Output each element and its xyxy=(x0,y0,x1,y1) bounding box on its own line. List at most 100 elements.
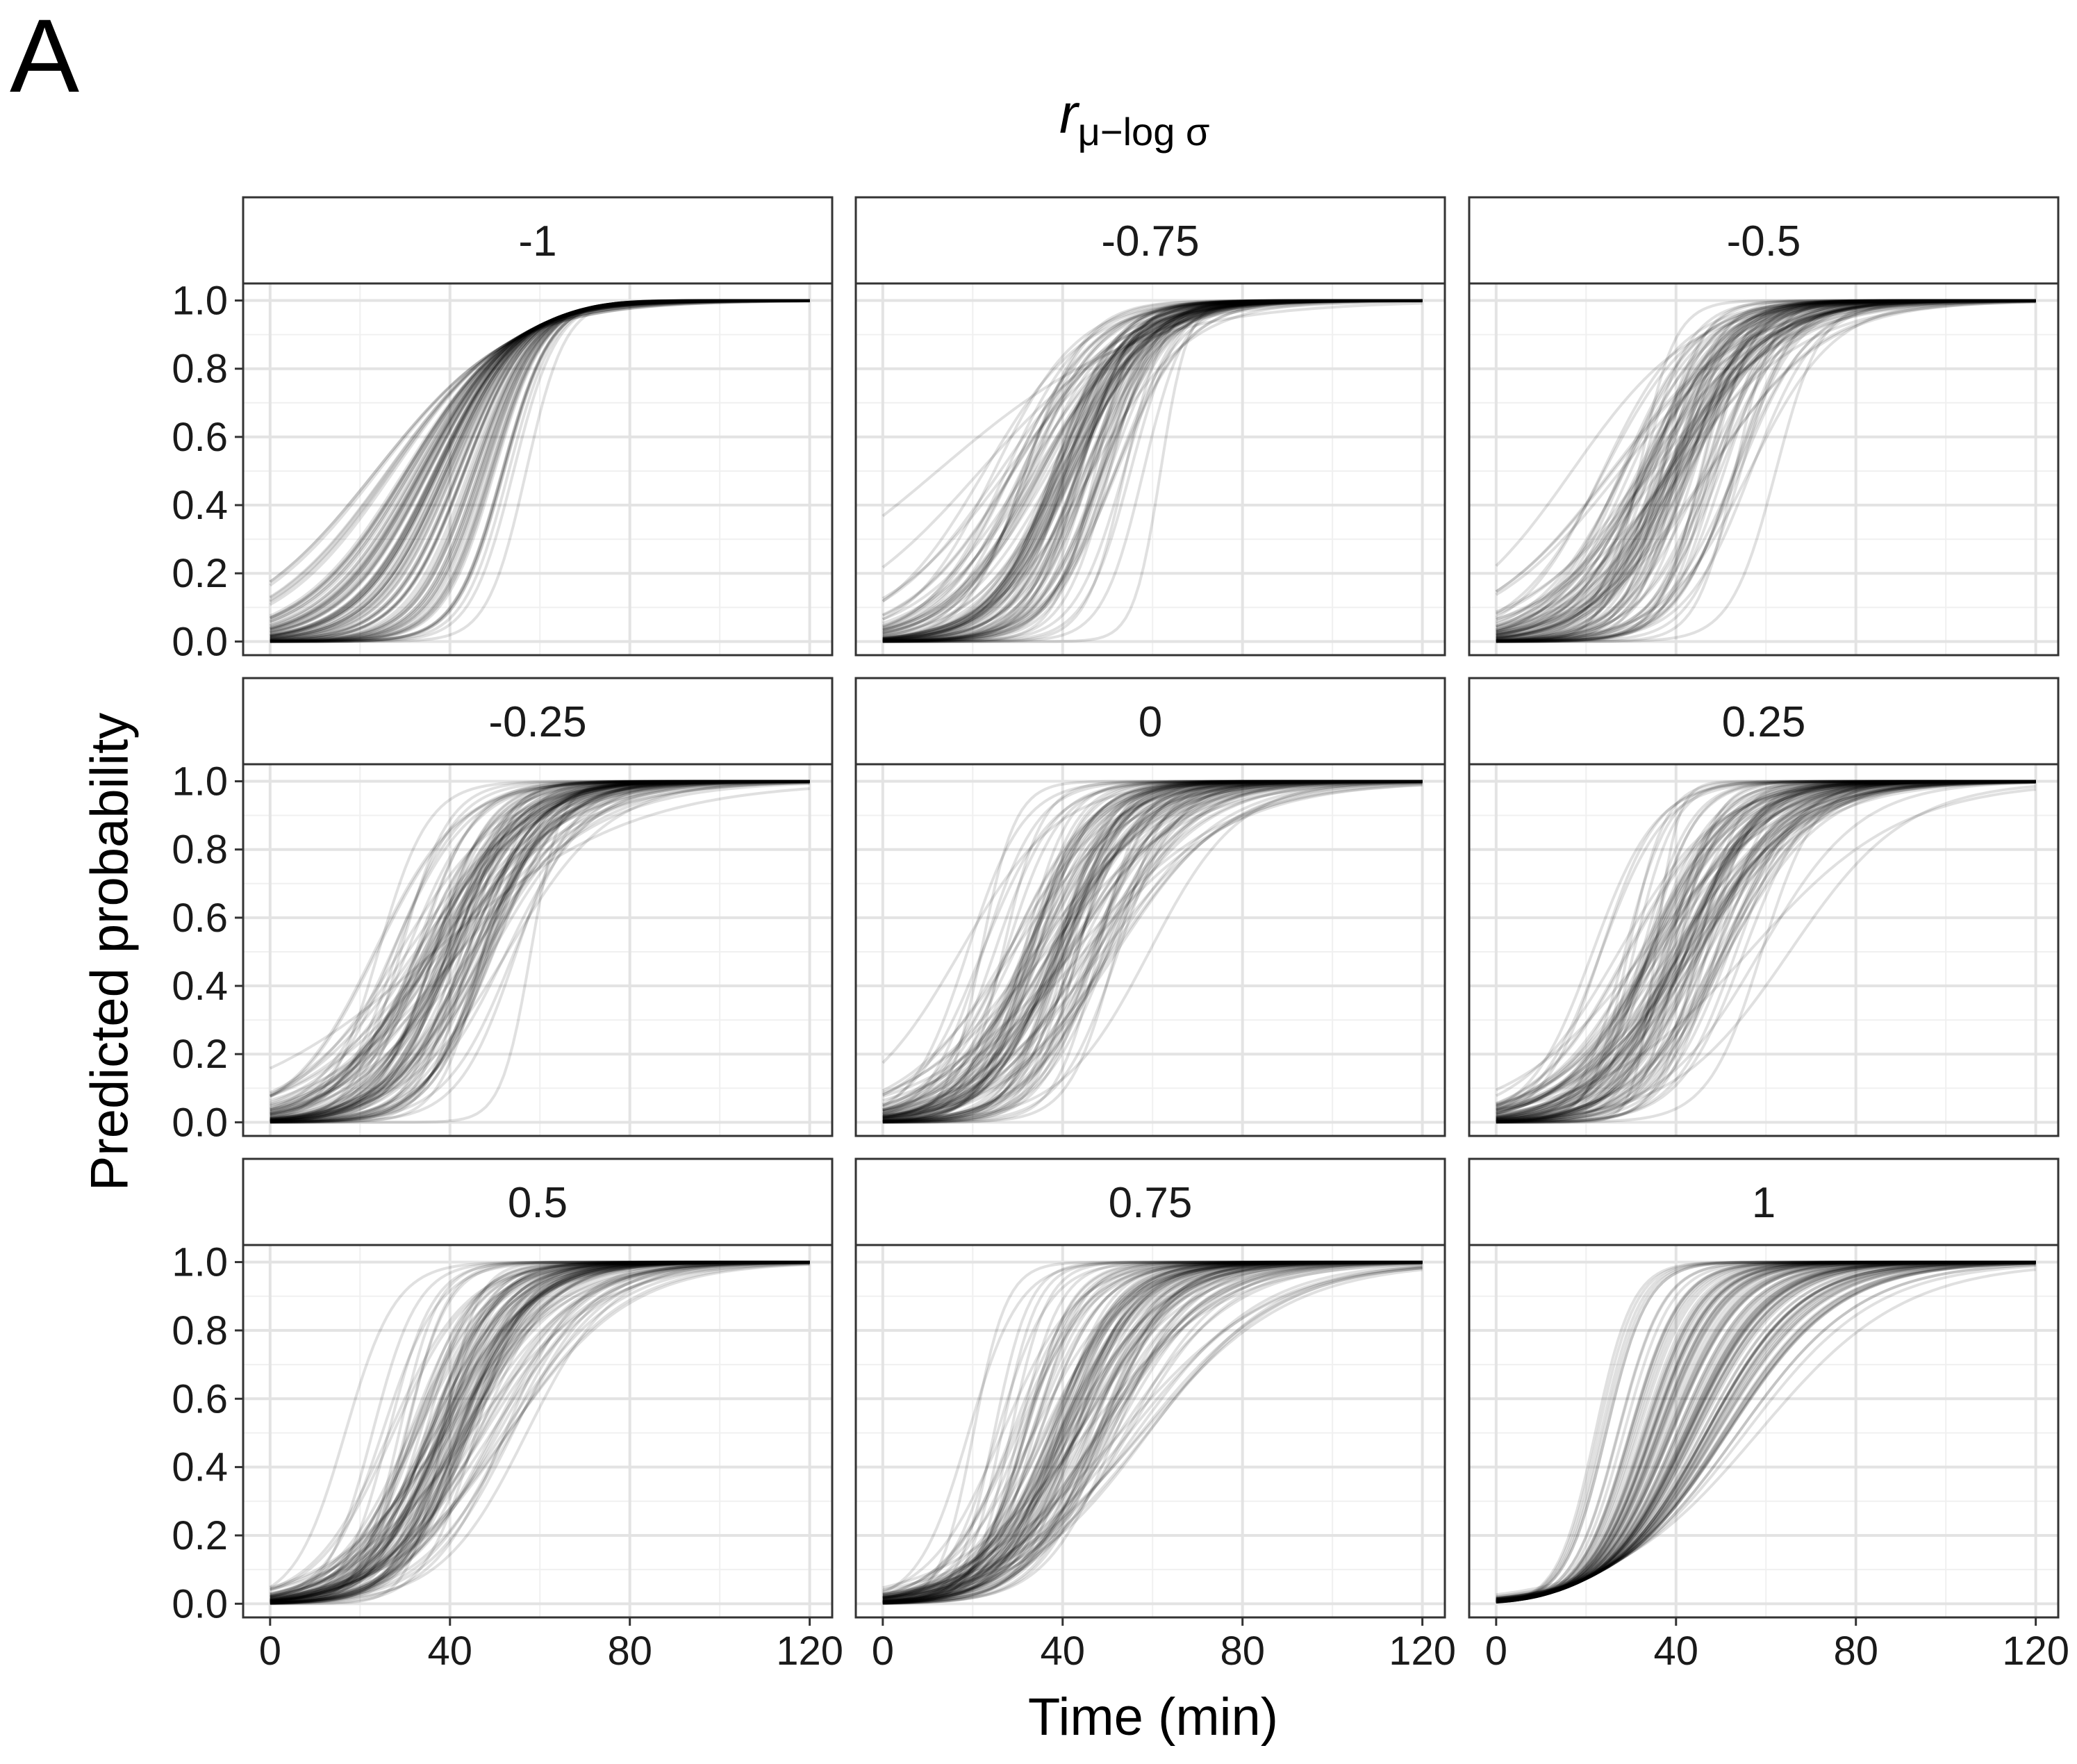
series-curve xyxy=(1496,780,2036,1123)
series-curve xyxy=(1496,299,2036,632)
series-curve xyxy=(1496,1260,2036,1604)
series-curve xyxy=(270,1260,810,1605)
series-curve xyxy=(1496,1260,2036,1602)
series-curve xyxy=(882,780,1423,1121)
series-curve xyxy=(1496,299,2036,640)
facet-strip-label: -0.25 xyxy=(488,698,586,746)
series-curve xyxy=(270,1260,810,1603)
series-curve xyxy=(1496,299,2036,632)
series-curve xyxy=(270,1260,810,1599)
series-curve xyxy=(882,299,1423,625)
series-curve xyxy=(1496,780,2036,1119)
series-curve xyxy=(270,780,810,1122)
series-curve xyxy=(270,1260,810,1604)
series-curve xyxy=(1496,299,2036,633)
series-curve xyxy=(882,780,1423,1123)
series-curve xyxy=(1496,299,2036,628)
series-curve xyxy=(1496,780,2036,1124)
series-curve xyxy=(269,299,810,602)
series-curve xyxy=(882,1268,1423,1596)
series-curves xyxy=(269,780,810,1124)
facet-panel: 0.5 0.0 0.2 0.4 0.6 0.8 1.0 0 40 80 120 xyxy=(172,1157,843,1674)
series-curve xyxy=(882,299,1423,628)
series-curve xyxy=(1496,1260,2036,1604)
series-curve xyxy=(882,299,1423,642)
series-curve xyxy=(1496,780,2036,1119)
series-curve xyxy=(1496,780,2036,1119)
series-curve xyxy=(882,780,1423,1123)
series-curve xyxy=(1496,299,2036,641)
series-curve xyxy=(1496,1260,2036,1604)
series-curve xyxy=(1496,780,2036,1119)
series-curve xyxy=(1496,1260,2036,1602)
series-curve xyxy=(1496,780,2036,1123)
series-curve xyxy=(882,1260,1423,1604)
series-curve xyxy=(1496,1260,2036,1604)
series-curve xyxy=(882,780,1423,1122)
series-curve xyxy=(882,1265,1423,1600)
series-curve xyxy=(1496,1260,2036,1603)
series-curve xyxy=(882,1260,1423,1604)
series-curve xyxy=(1496,299,2036,624)
series-curve xyxy=(1496,299,2036,633)
series-curve xyxy=(270,299,810,632)
series-curve xyxy=(270,780,810,1123)
series-curve xyxy=(1496,299,2036,643)
series-curve xyxy=(269,299,810,584)
series-curve xyxy=(882,1260,1423,1604)
series-curve xyxy=(882,1260,1423,1603)
series-curve xyxy=(270,780,810,1114)
series-curve xyxy=(270,780,810,1122)
series-curve xyxy=(882,780,1423,1119)
series-curve xyxy=(270,780,810,1113)
series-curve xyxy=(882,299,1423,642)
series-curve xyxy=(882,1260,1423,1604)
series-curve xyxy=(1496,299,2036,643)
series-curve xyxy=(1496,780,2036,1107)
series-curve xyxy=(1496,780,2036,1106)
series-curve xyxy=(270,780,810,1114)
series-curve xyxy=(270,1260,810,1601)
series-curve xyxy=(270,1262,810,1600)
series-curve xyxy=(882,780,1423,1112)
plot-border xyxy=(854,763,1446,1137)
series-curve xyxy=(270,780,810,1105)
series-curve xyxy=(1496,780,2036,1124)
series-curve xyxy=(270,1260,810,1605)
series-curve xyxy=(269,780,810,1094)
series-curve xyxy=(882,780,1423,1121)
series-curve xyxy=(270,780,810,1121)
series-curve xyxy=(882,299,1423,634)
series-curve xyxy=(270,1261,810,1605)
series-curve xyxy=(270,1260,810,1601)
series-curve xyxy=(882,1260,1423,1594)
series-curve xyxy=(1496,780,2036,1123)
series-curve xyxy=(1496,780,2036,1121)
series-curve xyxy=(1496,299,2036,636)
series-curve xyxy=(270,1260,810,1604)
series-curve xyxy=(882,780,1423,1122)
series-curve xyxy=(1496,299,2036,642)
series-curve xyxy=(270,299,810,643)
series-curve xyxy=(1496,780,2036,1119)
x-tick-label: 0 xyxy=(1485,1629,1507,1674)
series-curve xyxy=(270,780,810,1118)
series-curve xyxy=(1496,299,2036,636)
series-curve xyxy=(1496,780,2036,1121)
series-curve xyxy=(1496,1261,2036,1601)
series-curve xyxy=(1496,1260,2036,1603)
series-curve xyxy=(270,780,810,1121)
series-curve xyxy=(1496,1260,2036,1601)
series-curve xyxy=(882,780,1423,1119)
series-curve xyxy=(882,1260,1423,1603)
series-curve xyxy=(882,780,1423,1123)
series-curve xyxy=(270,299,810,643)
series-curve xyxy=(882,780,1423,1109)
series-curve xyxy=(270,780,810,1121)
series-curve xyxy=(270,299,810,638)
series-curve xyxy=(270,1261,810,1599)
series-curve xyxy=(269,299,810,603)
series-curve xyxy=(270,780,810,1121)
series-curve xyxy=(882,1262,1423,1603)
series-curve xyxy=(882,299,1423,643)
